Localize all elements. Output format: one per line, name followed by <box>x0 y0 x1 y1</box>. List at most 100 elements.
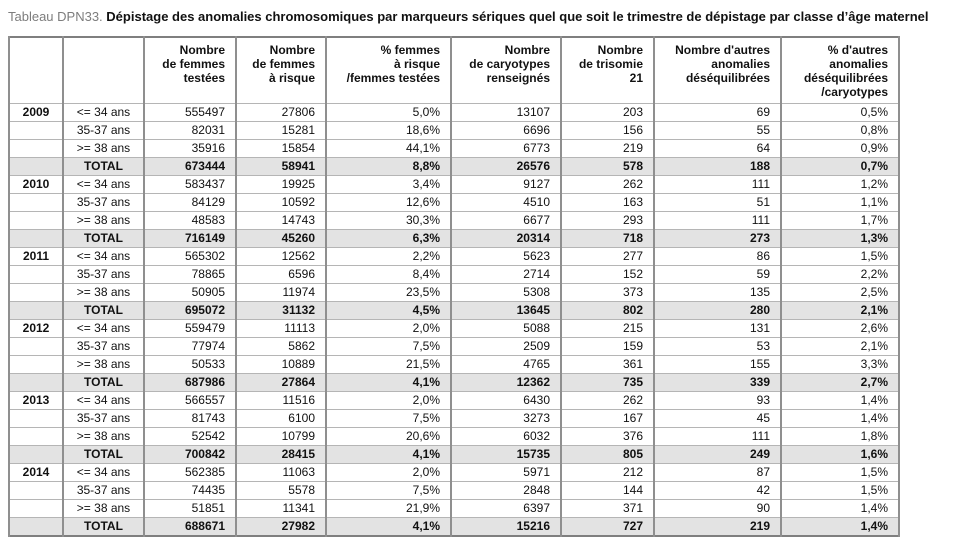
column-header: Nombre de caryotypes renseignés <box>450 36 562 104</box>
total-value-cell: 1,6% <box>780 445 900 464</box>
value-cell: 361 <box>560 355 655 374</box>
data-row: 35-37 ans 77974 5862 7,5% 2509 159 53 2,1% <box>8 337 900 356</box>
total-row: TOTAL 687986 27864 4,1% 12362 735 339 2,7% <box>8 373 900 392</box>
total-value-cell: 15216 <box>450 517 562 537</box>
value-cell: 163 <box>560 193 655 212</box>
value-cell: 7,5% <box>325 409 452 428</box>
value-cell: 262 <box>560 175 655 194</box>
total-value-cell: 31132 <box>235 301 327 320</box>
data-row: 2009 <= 34 ans 555497 27806 5,0% 13107 203 69 0,… <box>8 103 900 122</box>
column-header: Nombre de femmes testées <box>143 36 237 104</box>
data-row: 35-37 ans 74435 5578 7,5% 2848 144 42 1,5% <box>8 481 900 500</box>
year-cell <box>8 409 64 428</box>
value-cell: 69 <box>653 103 782 122</box>
year-cell: 2013 <box>8 391 64 410</box>
value-cell: 2,1% <box>780 337 900 356</box>
value-cell: 30,3% <box>325 211 452 230</box>
total-value-cell: 2,7% <box>780 373 900 392</box>
value-cell: 4765 <box>450 355 562 374</box>
value-cell: 5308 <box>450 283 562 302</box>
value-cell: 6677 <box>450 211 562 230</box>
value-cell: 23,5% <box>325 283 452 302</box>
value-cell: 2,0% <box>325 319 452 338</box>
value-cell: 45 <box>653 409 782 428</box>
value-cell: 10799 <box>235 427 327 446</box>
value-cell: 93 <box>653 391 782 410</box>
year-cell <box>8 193 64 212</box>
value-cell: 51851 <box>143 499 237 518</box>
value-cell: 373 <box>560 283 655 302</box>
total-value-cell: 4,1% <box>325 517 452 537</box>
age-class-cell: >= 38 ans <box>62 355 145 374</box>
value-cell: 277 <box>560 247 655 266</box>
value-cell: 135 <box>653 283 782 302</box>
total-value-cell: 15735 <box>450 445 562 464</box>
value-cell: 53 <box>653 337 782 356</box>
column-header: % d'autres anomalies déséquilibrées /car… <box>780 36 900 104</box>
value-cell: 50905 <box>143 283 237 302</box>
data-row: 2010 <= 34 ans 583437 19925 3,4% 9127 262 111 1,… <box>8 175 900 194</box>
total-value-cell: 700842 <box>143 445 237 464</box>
data-row: 35-37 ans 81743 6100 7,5% 3273 167 45 1,4% <box>8 409 900 428</box>
total-value-cell: 718 <box>560 229 655 248</box>
value-cell: 90 <box>653 499 782 518</box>
total-value-cell: 805 <box>560 445 655 464</box>
year-cell <box>8 157 64 176</box>
value-cell: 159 <box>560 337 655 356</box>
total-label-cell: TOTAL <box>62 373 145 392</box>
value-cell: 293 <box>560 211 655 230</box>
value-cell: 1,7% <box>780 211 900 230</box>
value-cell: 5971 <box>450 463 562 482</box>
value-cell: 11974 <box>235 283 327 302</box>
year-cell <box>8 139 64 158</box>
age-class-cell: 35-37 ans <box>62 481 145 500</box>
value-cell: 6430 <box>450 391 562 410</box>
age-class-cell: <= 34 ans <box>62 463 145 482</box>
value-cell: 48583 <box>143 211 237 230</box>
value-cell: 111 <box>653 211 782 230</box>
data-row: >= 38 ans 51851 11341 21,9% 6397 371 90 1,4% <box>8 499 900 518</box>
total-value-cell: 339 <box>653 373 782 392</box>
total-value-cell: 27982 <box>235 517 327 537</box>
value-cell: 9127 <box>450 175 562 194</box>
total-row: TOTAL 700842 28415 4,1% 15735 805 249 1,6% <box>8 445 900 464</box>
value-cell: 1,4% <box>780 499 900 518</box>
value-cell: 20,6% <box>325 427 452 446</box>
value-cell: 27806 <box>235 103 327 122</box>
value-cell: 6397 <box>450 499 562 518</box>
total-row: TOTAL 695072 31132 4,5% 13645 802 280 2,1% <box>8 301 900 320</box>
year-cell <box>8 499 64 518</box>
total-value-cell: 735 <box>560 373 655 392</box>
value-cell: 2714 <box>450 265 562 284</box>
total-row: TOTAL 716149 45260 6,3% 20314 718 273 1,3% <box>8 229 900 248</box>
age-class-cell: <= 34 ans <box>62 319 145 338</box>
total-label-cell: TOTAL <box>62 517 145 537</box>
value-cell: 215 <box>560 319 655 338</box>
total-value-cell: 8,8% <box>325 157 452 176</box>
column-header: Nombre d'autres anomalies déséquilibrées <box>653 36 782 104</box>
value-cell: 50533 <box>143 355 237 374</box>
data-row: >= 38 ans 50905 11974 23,5% 5308 373 135 2,5% <box>8 283 900 302</box>
year-cell <box>8 373 64 392</box>
value-cell: 1,1% <box>780 193 900 212</box>
value-cell: 1,5% <box>780 247 900 266</box>
value-cell: 87 <box>653 463 782 482</box>
value-cell: 155 <box>653 355 782 374</box>
age-class-cell: 35-37 ans <box>62 121 145 140</box>
year-cell <box>8 427 64 446</box>
value-cell: 262 <box>560 391 655 410</box>
age-class-cell: <= 34 ans <box>62 103 145 122</box>
value-cell: 7,5% <box>325 481 452 500</box>
value-cell: 19925 <box>235 175 327 194</box>
value-cell: 13107 <box>450 103 562 122</box>
value-cell: 6100 <box>235 409 327 428</box>
total-value-cell: 1,4% <box>780 517 900 537</box>
value-cell: 59 <box>653 265 782 284</box>
total-value-cell: 12362 <box>450 373 562 392</box>
value-cell: 8,4% <box>325 265 452 284</box>
value-cell: 376 <box>560 427 655 446</box>
value-cell: 5623 <box>450 247 562 266</box>
value-cell: 219 <box>560 139 655 158</box>
total-row: TOTAL 688671 27982 4,1% 15216 727 219 1,4% <box>8 517 900 537</box>
total-value-cell: 578 <box>560 157 655 176</box>
